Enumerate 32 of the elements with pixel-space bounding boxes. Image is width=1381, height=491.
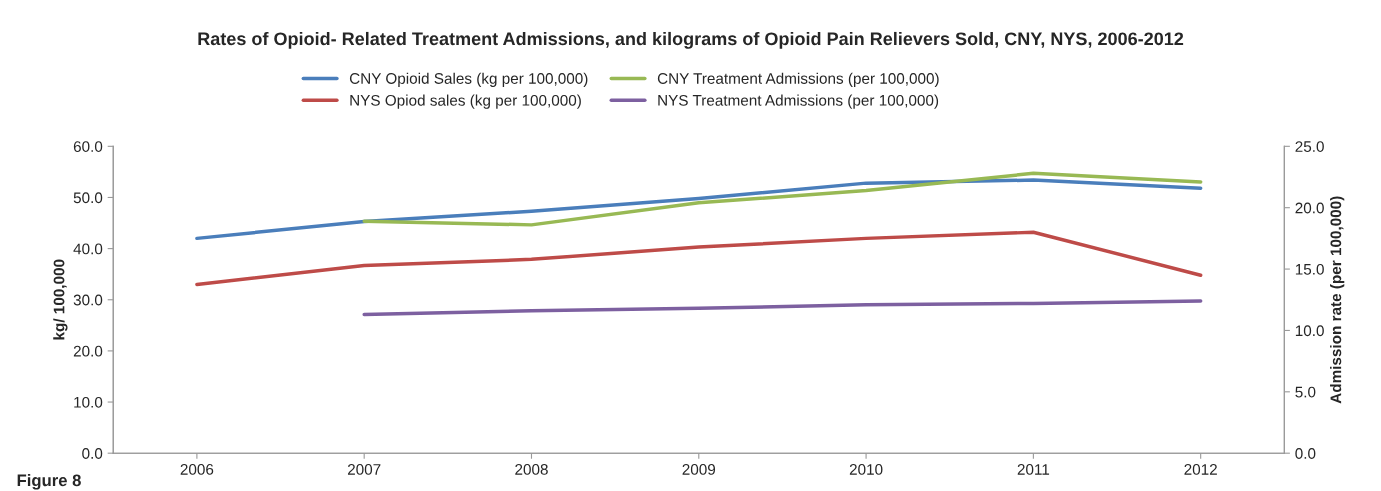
- y-tick-label: 50.0: [73, 192, 103, 204]
- y-tick-label: 20.0: [73, 345, 103, 357]
- line-series: [195, 178, 1203, 241]
- x-tick-label: 2008: [515, 464, 548, 475]
- legend-label: NYS Treatment Admissions (per 100,000): [658, 94, 939, 109]
- y2-axis-title: Admission rate (per 100,000): [1330, 196, 1345, 404]
- y-tick-label: 60.0: [73, 141, 103, 152]
- y2-tick-label: 20.0: [1295, 202, 1324, 214]
- line-series: [195, 230, 1203, 287]
- y-tick-label: 30.0: [73, 294, 103, 306]
- y-tick-label: 0.0: [82, 448, 103, 459]
- x-tick-label: 2011: [1017, 464, 1050, 475]
- y2-tick-label: 15.0: [1295, 263, 1324, 275]
- x-tick-label: 2012: [1184, 464, 1217, 475]
- y2-tick-label: 25.0: [1295, 141, 1324, 152]
- legend-label: CNY Treatment Admissions (per 100,000): [657, 72, 939, 87]
- line-series: [362, 299, 1203, 317]
- y-tick-label: 40.0: [73, 243, 103, 255]
- legend-label: CNY Opioid Sales (kg per 100,000): [349, 72, 588, 87]
- caption: Figure 8: [17, 474, 81, 490]
- legend-label: NYS Opiod sales (kg per 100,000): [350, 94, 581, 109]
- x-tick-label: 2010: [849, 464, 883, 475]
- y-axis-title: kg/ 100,000: [53, 259, 68, 340]
- y-tick-label: 10.0: [74, 396, 103, 408]
- x-tick-label: 2006: [180, 464, 214, 475]
- x-tick-label: 2009: [682, 464, 716, 475]
- y2-tick-label: 10.0: [1295, 325, 1324, 337]
- y2-tick-label: 5.0: [1295, 386, 1316, 398]
- chart-title: Rates of Opioid- Related Treatment Admissions, and kilograms of Opioid Pain Relievers Sold, CNY, NYS, 2006-2012: [198, 31, 1184, 49]
- y2-tick-label: 0.0: [1295, 448, 1316, 459]
- line-series: [362, 171, 1203, 227]
- x-tick-label: 2007: [347, 464, 381, 475]
